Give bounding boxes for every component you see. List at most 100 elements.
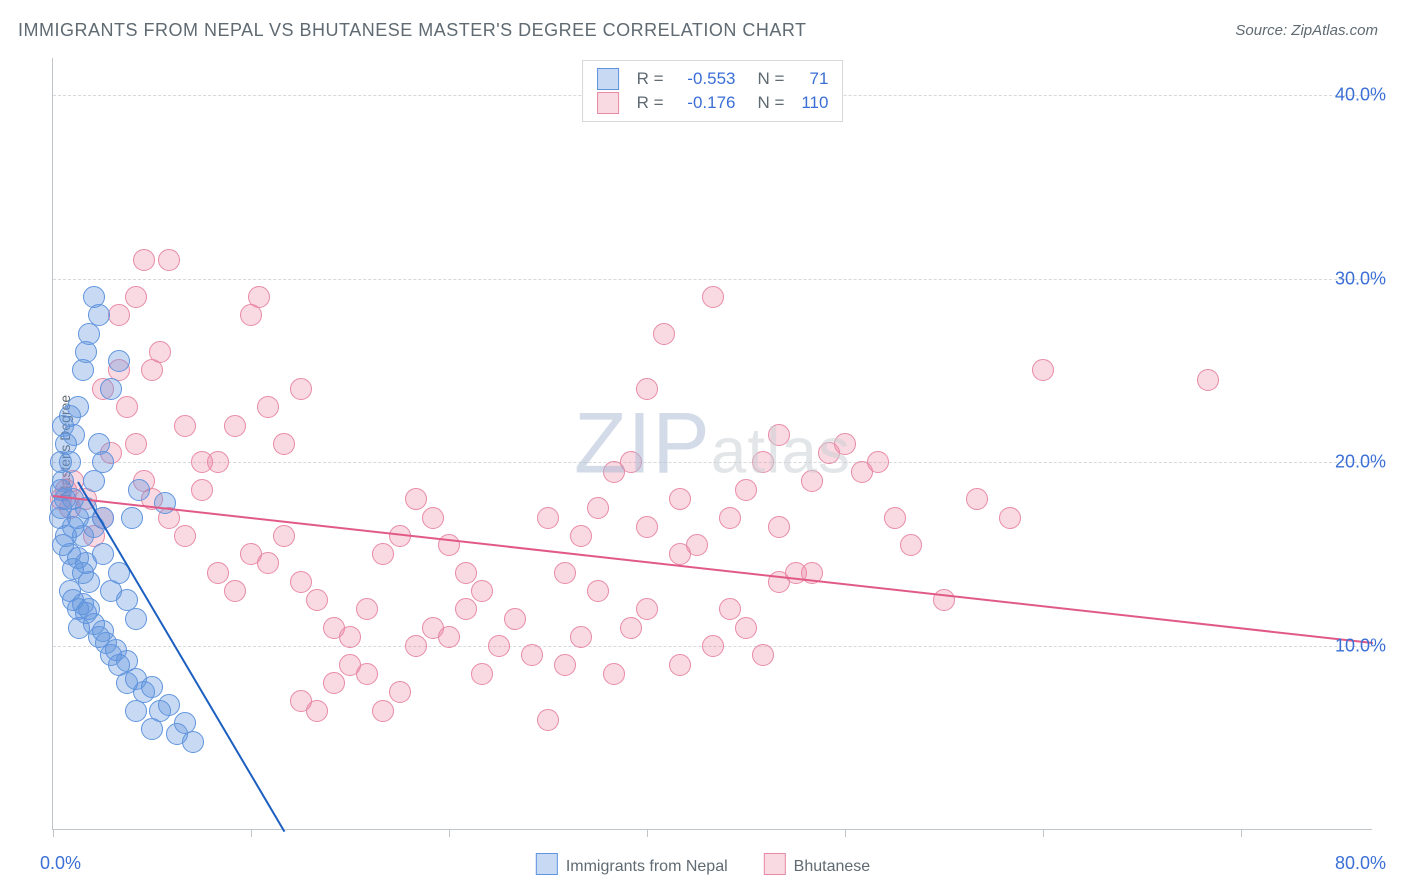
scatter-point-bhutanese <box>752 451 774 473</box>
scatter-point-bhutanese <box>125 286 147 308</box>
gridline <box>53 279 1372 280</box>
scatter-point-bhutanese <box>224 415 246 437</box>
scatter-point-bhutanese <box>323 672 345 694</box>
scatter-point-nepal <box>68 617 90 639</box>
scatter-point-bhutanese <box>587 580 609 602</box>
scatter-point-bhutanese <box>471 663 493 685</box>
scatter-point-bhutanese <box>257 396 279 418</box>
scatter-point-bhutanese <box>719 507 741 529</box>
scatter-point-bhutanese <box>248 286 270 308</box>
legend-swatch <box>597 92 619 114</box>
x-tick <box>53 829 54 837</box>
scatter-point-bhutanese <box>339 626 361 648</box>
scatter-point-bhutanese <box>455 562 477 584</box>
scatter-point-nepal <box>78 571 100 593</box>
scatter-point-bhutanese <box>867 451 889 473</box>
scatter-point-bhutanese <box>768 424 790 446</box>
scatter-point-bhutanese <box>504 608 526 630</box>
scatter-point-bhutanese <box>389 681 411 703</box>
scatter-point-bhutanese <box>554 654 576 676</box>
scatter-point-bhutanese <box>116 396 138 418</box>
scatter-point-nepal <box>63 424 85 446</box>
scatter-point-bhutanese <box>306 589 328 611</box>
scatter-point-nepal <box>116 672 138 694</box>
scatter-point-bhutanese <box>125 433 147 455</box>
scatter-point-bhutanese <box>372 700 394 722</box>
scatter-point-bhutanese <box>801 470 823 492</box>
scatter-point-bhutanese <box>356 663 378 685</box>
legend-row: R =-0.176N =110 <box>597 91 829 115</box>
scatter-point-bhutanese <box>207 451 229 473</box>
scatter-point-nepal <box>125 700 147 722</box>
scatter-point-bhutanese <box>191 479 213 501</box>
scatter-point-bhutanese <box>719 598 741 620</box>
scatter-point-bhutanese <box>966 488 988 510</box>
scatter-point-bhutanese <box>603 663 625 685</box>
x-tick <box>1043 829 1044 837</box>
scatter-point-bhutanese <box>768 516 790 538</box>
scatter-point-nepal <box>141 676 163 698</box>
scatter-point-bhutanese <box>900 534 922 556</box>
scatter-point-bhutanese <box>306 700 328 722</box>
scatter-point-nepal <box>158 694 180 716</box>
scatter-point-bhutanese <box>554 562 576 584</box>
scatter-point-nepal <box>121 507 143 529</box>
scatter-point-bhutanese <box>636 378 658 400</box>
scatter-point-nepal <box>72 359 94 381</box>
scatter-point-bhutanese <box>653 323 675 345</box>
correlation-legend: R =-0.553N =71R =-0.176N =110 <box>582 60 844 122</box>
scatter-point-bhutanese <box>669 654 691 676</box>
source-link[interactable]: ZipAtlas.com <box>1291 22 1378 39</box>
scatter-point-bhutanese <box>686 534 708 556</box>
scatter-point-bhutanese <box>273 525 295 547</box>
scatter-point-bhutanese <box>273 433 295 455</box>
y-tick-label: 20.0% <box>1335 452 1386 473</box>
scatter-point-bhutanese <box>372 543 394 565</box>
scatter-point-bhutanese <box>422 507 444 529</box>
scatter-point-bhutanese <box>133 249 155 271</box>
series-legend: Immigrants from NepalBhutanese <box>536 853 870 876</box>
y-tick-label: 30.0% <box>1335 268 1386 289</box>
scatter-point-bhutanese <box>488 635 510 657</box>
scatter-point-bhutanese <box>735 479 757 501</box>
scatter-point-bhutanese <box>884 507 906 529</box>
scatter-point-bhutanese <box>570 525 592 547</box>
scatter-point-bhutanese <box>1197 369 1219 391</box>
scatter-point-nepal <box>141 718 163 740</box>
x-tick <box>845 829 846 837</box>
scatter-point-bhutanese <box>405 635 427 657</box>
scatter-point-bhutanese <box>537 709 559 731</box>
scatter-point-bhutanese <box>752 644 774 666</box>
scatter-point-bhutanese <box>174 525 196 547</box>
scatter-point-nepal <box>154 492 176 514</box>
scatter-point-nepal <box>100 378 122 400</box>
scatter-point-bhutanese <box>521 644 543 666</box>
scatter-point-nepal <box>59 451 81 473</box>
scatter-point-nepal <box>182 731 204 753</box>
scatter-point-bhutanese <box>405 488 427 510</box>
scatter-point-bhutanese <box>149 341 171 363</box>
y-tick-label: 40.0% <box>1335 84 1386 105</box>
scatter-point-bhutanese <box>537 507 559 529</box>
scatter-point-nepal <box>88 433 110 455</box>
scatter-point-bhutanese <box>587 497 609 519</box>
scatter-point-bhutanese <box>471 580 493 602</box>
legend-swatch <box>764 853 786 875</box>
scatter-point-bhutanese <box>1032 359 1054 381</box>
scatter-point-bhutanese <box>702 635 724 657</box>
scatter-point-nepal <box>92 451 114 473</box>
x-tick <box>1241 829 1242 837</box>
trend-line-bhutanese <box>53 495 1373 644</box>
x-axis-min-label: 0.0% <box>40 853 81 874</box>
legend-swatch <box>536 853 558 875</box>
scatter-point-bhutanese <box>636 598 658 620</box>
scatter-point-bhutanese <box>735 617 757 639</box>
scatter-point-bhutanese <box>356 598 378 620</box>
scatter-point-bhutanese <box>158 249 180 271</box>
scatter-point-bhutanese <box>834 433 856 455</box>
scatter-point-bhutanese <box>207 562 229 584</box>
legend-swatch <box>597 68 619 90</box>
scatter-point-bhutanese <box>108 304 130 326</box>
scatter-point-nepal <box>88 304 110 326</box>
legend-item: Immigrants from Nepal <box>536 853 728 876</box>
